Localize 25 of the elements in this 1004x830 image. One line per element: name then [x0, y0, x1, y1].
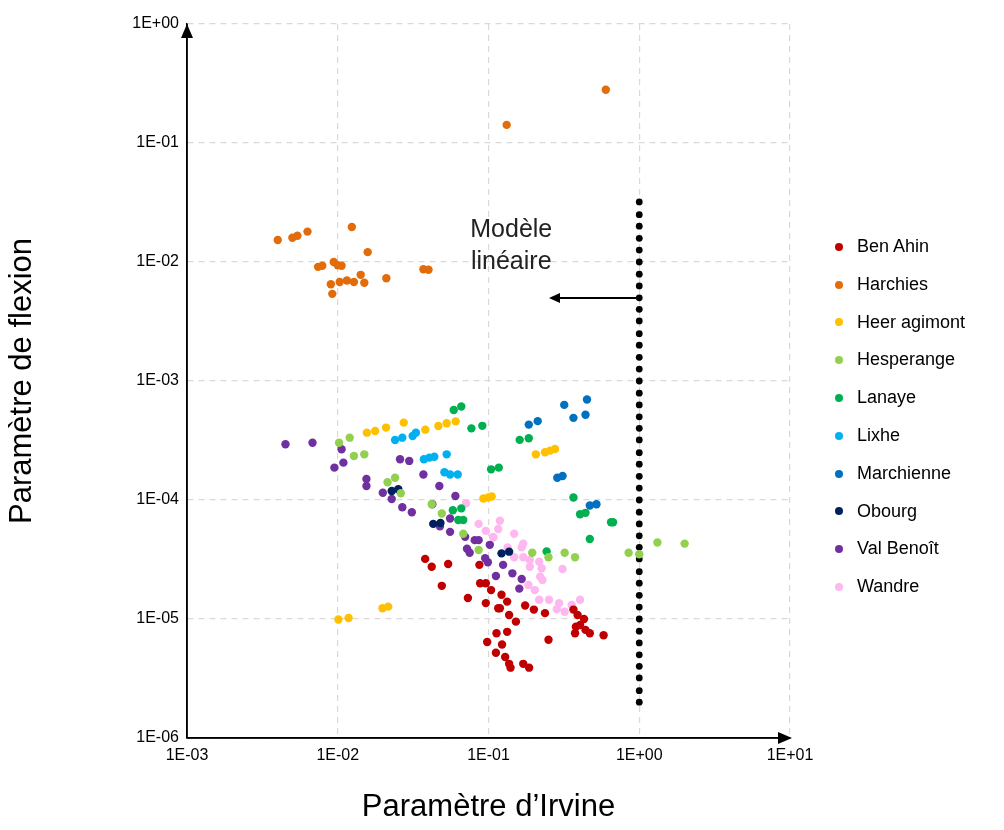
- y-tick-label: 1E-01: [136, 133, 180, 151]
- legend-label: Wandre: [857, 575, 920, 599]
- x-tick-label: 1E+01: [766, 746, 814, 764]
- annotation: Modèle linéaire: [469, 212, 554, 276]
- y-tick-label: 1E-02: [136, 252, 180, 270]
- x-tick-label: 1E-02: [316, 746, 360, 764]
- y-tick-label: 1E-06: [136, 728, 180, 746]
- legend-label: Heer agimont: [857, 310, 966, 334]
- x-tick-label: 1E-03: [165, 746, 209, 764]
- x-tick-label: 1E+00: [615, 746, 663, 764]
- legend-label: Marchienne: [857, 461, 952, 485]
- legend-label: Ben Ahin: [857, 235, 930, 258]
- legend-label: Val Benoît: [857, 537, 939, 561]
- y-axis-title: Paramètre de flexion: [3, 237, 39, 525]
- x-tick-label: 1E-01: [467, 746, 510, 764]
- legend-label: Harchies: [857, 272, 929, 296]
- y-tick-label: 1E-05: [136, 609, 180, 627]
- legend-label: Hesperange: [857, 348, 956, 372]
- legend-label: Lixhe: [857, 424, 901, 447]
- legend-label: Lanaye: [857, 386, 917, 410]
- y-tick-label: 1E+00: [132, 14, 180, 32]
- x-axis-title: Paramètre d’Irvine: [361, 787, 616, 823]
- y-tick-label: 1E-04: [136, 490, 180, 508]
- legend-label: Obourg: [857, 499, 918, 523]
- y-tick-label: 1E-03: [136, 371, 180, 389]
